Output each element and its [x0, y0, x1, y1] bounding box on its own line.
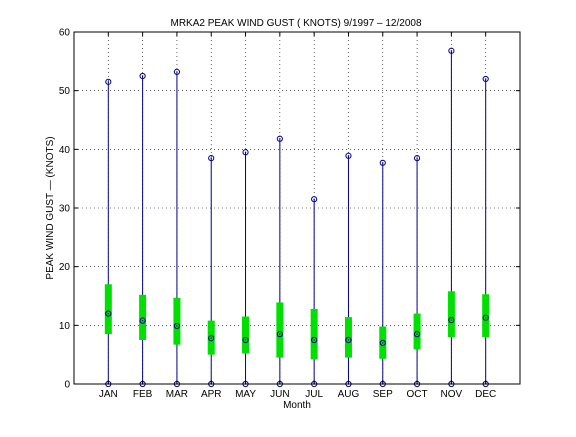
median-marker-dot [107, 312, 110, 315]
chart-title: MRKA2 PEAK WIND GUST ( KNOTS) 9/1997 – 1… [170, 18, 421, 29]
max-marker-dot [210, 157, 212, 159]
iqr-box [104, 284, 112, 335]
median-marker-dot [450, 319, 453, 321]
median-marker-dot [416, 333, 418, 335]
max-marker [379, 159, 386, 166]
max-marker-dot [450, 50, 453, 52]
iqr-box [242, 316, 250, 354]
max-marker [413, 155, 421, 162]
median-marker [482, 314, 489, 321]
median-marker-dot [210, 337, 212, 339]
max-marker [311, 196, 318, 203]
max-marker-dot [176, 71, 178, 73]
max-marker-dot [107, 81, 110, 83]
max-marker-dot [244, 151, 247, 153]
y-tick-label: 40 [59, 145, 71, 156]
y-axis-label: PEAK WIND GUST — (KNOTS) [45, 136, 56, 279]
median-marker [139, 317, 146, 324]
max-marker-dot [313, 198, 315, 200]
max-marker-dot [416, 157, 418, 159]
max-marker [448, 47, 455, 54]
iqr-box [447, 291, 455, 338]
x-tick-label: NOV [441, 389, 463, 400]
median-marker [413, 331, 421, 338]
y-tick-label: 60 [59, 28, 71, 39]
median-marker [105, 310, 112, 317]
iqr-box [310, 308, 318, 360]
median-marker-dot [484, 317, 487, 319]
median-marker [345, 336, 352, 344]
x-tick-label: MAR [166, 389, 188, 400]
x-axis-label: Month [283, 400, 311, 411]
x-tick-label: DEC [475, 389, 496, 400]
x-tick-label: SEP [373, 389, 393, 400]
max-marker [242, 149, 249, 156]
median-marker [173, 322, 181, 330]
iqr-box [276, 302, 284, 358]
x-tick-label: JAN [99, 389, 118, 400]
max-marker-dot [382, 162, 384, 164]
max-marker-dot [279, 138, 281, 140]
max-marker-dot [141, 75, 144, 77]
axis-ticks: 0 10 20 30 40 50 60 JAN FEB MAR APR MAY JUN JUL AUG SEP… [59, 28, 520, 400]
max-marker [276, 135, 283, 142]
median-marker-dot [313, 339, 315, 341]
median-marker-dot [176, 325, 178, 327]
x-tick-label: JUL [305, 389, 323, 400]
median-marker [448, 316, 455, 324]
max-marker [208, 155, 215, 162]
median-marker [242, 336, 249, 344]
median-marker [379, 339, 386, 347]
y-tick-label: 20 [59, 262, 71, 273]
y-tick-label: 10 [59, 321, 71, 332]
median-marker [276, 331, 283, 338]
median-marker-dot [279, 333, 281, 335]
max-marker [139, 72, 146, 80]
median-marker-dot [382, 342, 384, 344]
y-tick-label: 0 [64, 380, 70, 391]
x-tick-label: MAY [235, 389, 256, 400]
max-marker [345, 152, 352, 159]
x-tick-label: FEB [133, 389, 153, 400]
x-tick-label: APR [201, 389, 222, 400]
median-marker-dot [141, 319, 144, 322]
iqr-box [482, 294, 490, 338]
median-marker [208, 335, 215, 342]
max-marker [105, 78, 112, 85]
max-marker [173, 68, 181, 75]
x-tick-label: AUG [338, 389, 360, 400]
x-tick-label: JUN [270, 389, 289, 400]
max-marker-dot [484, 78, 487, 80]
median-marker [311, 336, 318, 344]
data-layer [104, 47, 490, 388]
iqr-box [139, 294, 147, 340]
y-tick-label: 50 [59, 86, 71, 97]
max-marker-dot [347, 155, 350, 157]
iqr-box [173, 297, 181, 345]
max-marker [482, 75, 489, 83]
x-tick-label: OCT [407, 389, 428, 400]
median-marker-dot [347, 339, 350, 341]
median-marker-dot [244, 339, 247, 341]
y-tick-label: 30 [59, 204, 71, 215]
